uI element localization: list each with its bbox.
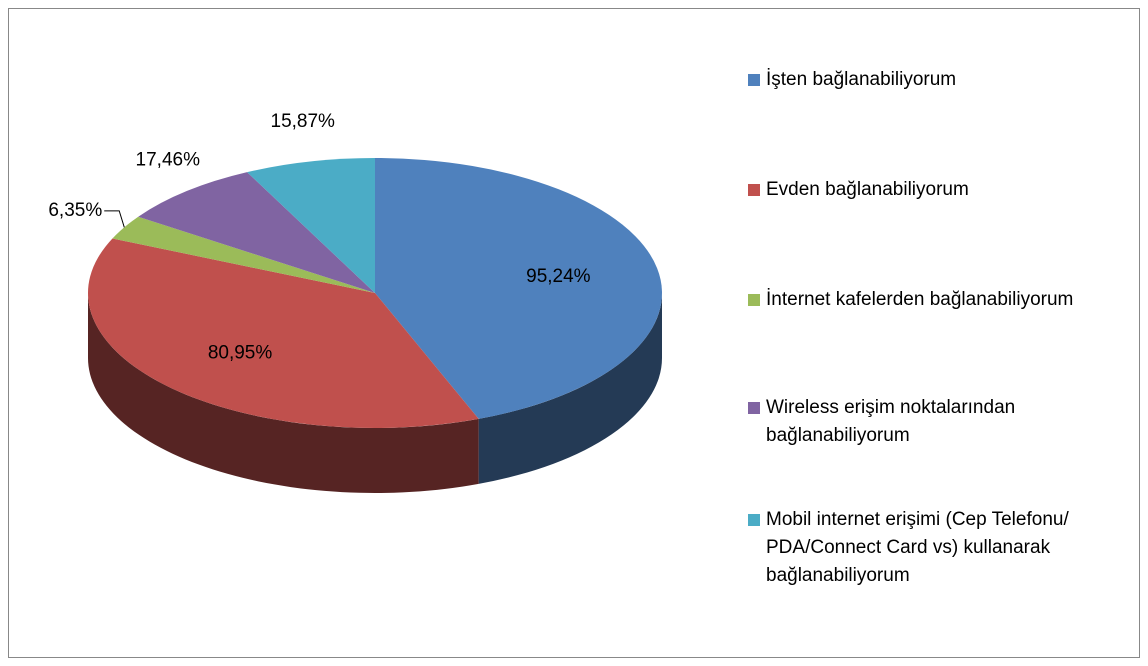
legend-label: İşten bağlanabiliyorum bbox=[766, 69, 957, 90]
data-label: 80,95% bbox=[208, 343, 273, 364]
data-label: 95,24% bbox=[526, 266, 591, 287]
slice bbox=[375, 158, 662, 419]
legend-item: İnternet kafelerden bağlanabiliyorum bbox=[748, 286, 1091, 314]
legend-swatch bbox=[748, 402, 760, 414]
slice bbox=[112, 216, 375, 293]
leader-line bbox=[104, 210, 125, 228]
legend-item: Mobil internet erişimi (Cep Telefonu/ PD… bbox=[748, 506, 1091, 590]
slice bbox=[87, 238, 479, 428]
data-label: 6,35% bbox=[48, 200, 102, 221]
slice bbox=[138, 172, 375, 293]
legend-label: Mobil internet erişimi (Cep Telefonu/ PD… bbox=[766, 509, 1069, 586]
slice-side bbox=[478, 293, 662, 484]
legend-item: Wireless erişim noktalarından bağlanabil… bbox=[748, 394, 1091, 450]
legend-item: İşten bağlanabiliyorum bbox=[748, 66, 1091, 94]
legend-swatch bbox=[748, 74, 760, 86]
slice bbox=[247, 158, 375, 293]
data-label: 15,87% bbox=[271, 111, 336, 132]
legend-label: İnternet kafelerden bağlanabiliyorum bbox=[766, 289, 1074, 310]
legend-label: Wireless erişim noktalarından bağlanabil… bbox=[766, 397, 1016, 446]
legend-label: Evden bağlanabiliyorum bbox=[766, 179, 969, 200]
legend-swatch bbox=[748, 184, 760, 196]
legend-swatch bbox=[748, 514, 760, 526]
legend-item: Evden bağlanabiliyorum bbox=[748, 176, 1091, 204]
legend-swatch bbox=[748, 294, 760, 306]
data-label: 17,46% bbox=[136, 150, 201, 171]
slice-side bbox=[88, 293, 479, 493]
